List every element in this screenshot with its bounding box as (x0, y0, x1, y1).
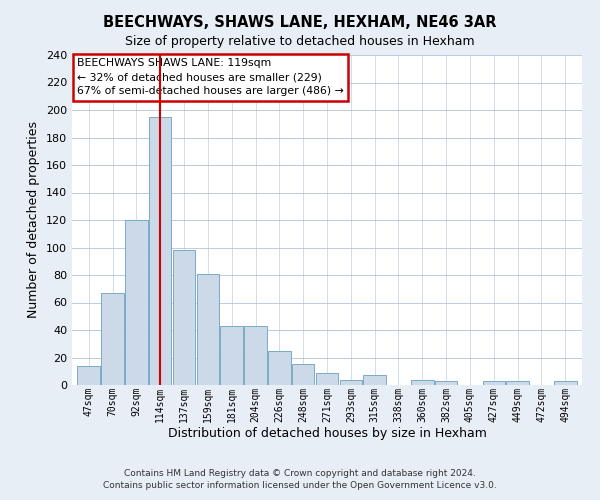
Bar (268, 350, 290, 385)
Bar (292, 364, 314, 385)
Text: Contains HM Land Registry data © Crown copyright and database right 2024.
Contai: Contains HM Land Registry data © Crown c… (103, 468, 497, 490)
Bar (340, 380, 362, 385)
Bar (197, 274, 219, 385)
Bar (435, 381, 457, 385)
Bar (220, 326, 243, 385)
Bar (364, 376, 386, 385)
Bar (244, 326, 267, 385)
Bar (101, 293, 124, 385)
Text: BEECHWAYS, SHAWS LANE, HEXHAM, NE46 3AR: BEECHWAYS, SHAWS LANE, HEXHAM, NE46 3AR (103, 15, 497, 30)
Bar (411, 380, 434, 385)
Bar (125, 220, 148, 385)
Bar (482, 381, 505, 385)
Bar (316, 372, 338, 385)
Bar (173, 250, 196, 385)
Bar (506, 381, 529, 385)
X-axis label: Distribution of detached houses by size in Hexham: Distribution of detached houses by size … (167, 427, 487, 440)
Bar (554, 381, 577, 385)
Text: BEECHWAYS SHAWS LANE: 119sqm
← 32% of detached houses are smaller (229)
67% of s: BEECHWAYS SHAWS LANE: 119sqm ← 32% of de… (77, 58, 344, 96)
Text: Size of property relative to detached houses in Hexham: Size of property relative to detached ho… (125, 35, 475, 48)
Bar (77, 366, 100, 385)
Bar (149, 117, 172, 385)
Y-axis label: Number of detached properties: Number of detached properties (28, 122, 40, 318)
